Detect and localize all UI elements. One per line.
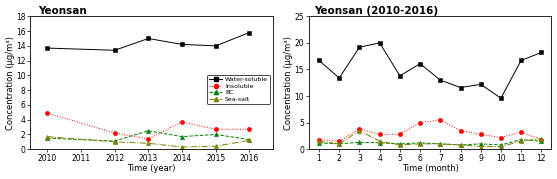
X-axis label: Time (month): Time (month) xyxy=(402,165,458,173)
Legend: Water-soluble, Insoluble, BC, Sea-salt: Water-soluble, Insoluble, BC, Sea-salt xyxy=(207,75,270,104)
Text: Yeonsan (2010-2016): Yeonsan (2010-2016) xyxy=(314,6,438,16)
Y-axis label: Concentration (μg/m³): Concentration (μg/m³) xyxy=(284,36,293,130)
X-axis label: Time (year): Time (year) xyxy=(128,165,176,173)
Y-axis label: Concentration (μg/m³): Concentration (μg/m³) xyxy=(6,36,14,130)
Text: Yeonsan: Yeonsan xyxy=(38,6,86,16)
